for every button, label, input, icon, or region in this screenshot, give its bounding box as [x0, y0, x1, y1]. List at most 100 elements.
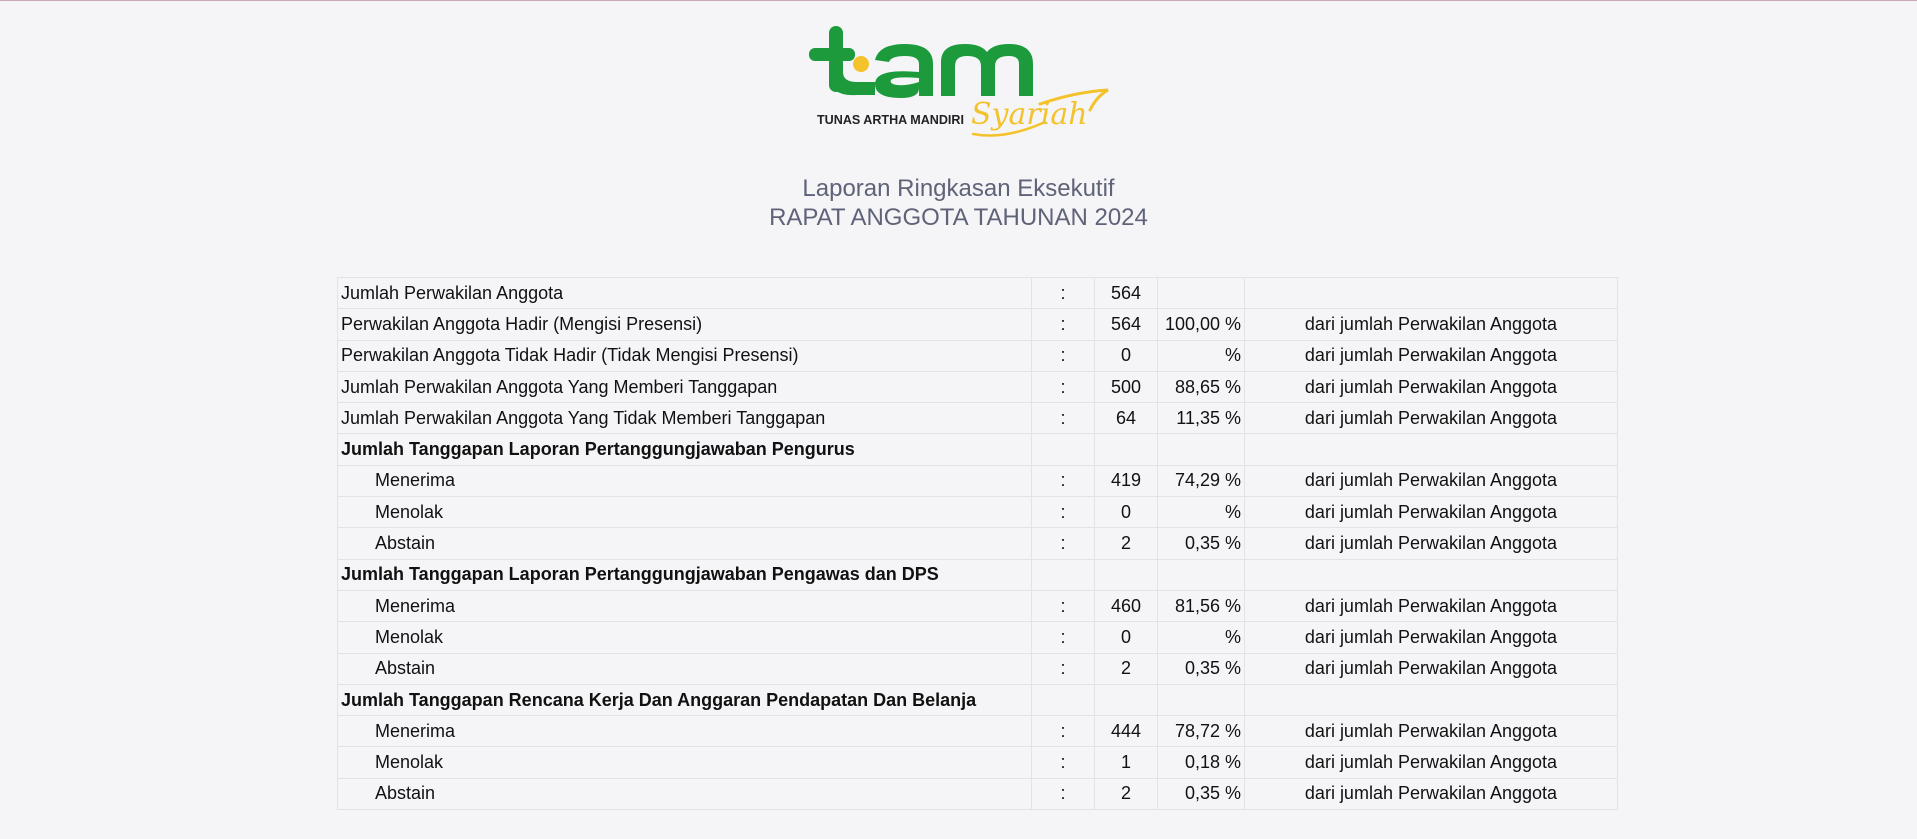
row-label: Jumlah Perwakilan Anggota Yang Tidak Mem…	[337, 402, 1032, 435]
row-note	[1244, 558, 1618, 591]
section-header-row: Jumlah Tanggapan Rencana Kerja Dan Angga…	[337, 683, 1618, 717]
table-row: Menolak:0% dari jumlah Perwakilan Anggota	[337, 496, 1618, 529]
top-border	[0, 0, 1917, 1]
row-colon: :	[1031, 715, 1095, 748]
row-value: 2	[1094, 777, 1158, 811]
table-row: Menerima:460 81,56 % dari jumlah Perwakila…	[337, 589, 1618, 623]
row-percentage: 0,18 %	[1157, 746, 1245, 779]
table-row: Abstain:2 0,35 % dari jumlah Perwakilan An…	[337, 652, 1618, 685]
table-row: Menerima:444 78,72 % dari jumlah Perwakila…	[337, 715, 1618, 748]
row-value: 0	[1094, 621, 1158, 654]
row-value	[1094, 433, 1158, 466]
row-label: Jumlah Perwakilan Anggota Yang Memberi T…	[337, 370, 1032, 404]
table-row: Menolak:1 0,18 % dari jumlah Perwakilan An…	[337, 746, 1618, 779]
table-row: Abstain:2 0,35 % dari jumlah Perwakilan An…	[337, 527, 1618, 560]
logo-script: Syariah	[971, 97, 1088, 132]
row-value: 1	[1094, 746, 1158, 779]
row-note: dari jumlah Perwakilan Anggota	[1244, 621, 1618, 654]
table-row: Perwakilan Anggota Hadir (Mengisi Presen…	[337, 308, 1618, 341]
row-value: 0	[1094, 339, 1158, 372]
section-header-row: Jumlah Tanggapan Laporan Pertanggungjawa…	[337, 433, 1618, 466]
row-colon: :	[1031, 370, 1095, 404]
row-label: Abstain	[337, 527, 1032, 560]
row-value: 444	[1094, 715, 1158, 748]
row-note	[1244, 433, 1618, 466]
row-label: Perwakilan Anggota Tidak Hadir (Tidak Me…	[337, 339, 1032, 372]
row-value: 2	[1094, 527, 1158, 560]
row-note: dari jumlah Perwakilan Anggota	[1244, 589, 1618, 623]
row-colon	[1031, 433, 1095, 466]
row-colon: :	[1031, 276, 1095, 310]
row-percentage: %	[1157, 496, 1245, 529]
row-percentage: 0,35 %	[1157, 527, 1245, 560]
row-percentage: %	[1157, 621, 1245, 654]
row-percentage: 100,00 %	[1157, 308, 1245, 341]
table-row: Jumlah Perwakilan Anggota Yang Tidak Mem…	[337, 402, 1618, 435]
row-label: Menerima	[337, 464, 1032, 498]
row-value	[1094, 558, 1158, 591]
row-value: 0	[1094, 496, 1158, 529]
table-row: Menolak:0% dari jumlah Perwakilan Anggota	[337, 621, 1618, 654]
row-percentage: 81,56 %	[1157, 589, 1245, 623]
row-colon	[1031, 558, 1095, 591]
row-note: dari jumlah Perwakilan Anggota	[1244, 464, 1618, 498]
row-colon: :	[1031, 464, 1095, 498]
row-colon: :	[1031, 746, 1095, 779]
row-note: dari jumlah Perwakilan Anggota	[1244, 715, 1618, 748]
row-label: Jumlah Tanggapan Laporan Pertanggungjawa…	[337, 433, 1032, 466]
row-percentage: 74,29 %	[1157, 464, 1245, 498]
row-colon: :	[1031, 308, 1095, 341]
row-note: dari jumlah Perwakilan Anggota	[1244, 496, 1618, 529]
row-percentage	[1157, 683, 1245, 717]
row-label: Menolak	[337, 746, 1032, 779]
row-label: Jumlah Tanggapan Rencana Kerja Dan Angga…	[337, 683, 1032, 717]
row-note	[1244, 276, 1618, 310]
row-percentage	[1157, 558, 1245, 591]
table-row: Perwakilan Anggota Tidak Hadir (Tidak Me…	[337, 339, 1618, 372]
row-percentage: 88,65 %	[1157, 370, 1245, 404]
row-colon	[1031, 683, 1095, 717]
report-subtitle: RAPAT ANGGOTA TAHUNAN 2024	[769, 204, 1148, 231]
row-note	[1244, 683, 1618, 717]
row-percentage: 0,35 %	[1157, 652, 1245, 685]
row-value: 64	[1094, 402, 1158, 435]
row-value: 500	[1094, 370, 1158, 404]
section-header-row: Jumlah Tanggapan Laporan Pertanggungjawa…	[337, 558, 1618, 591]
row-percentage	[1157, 276, 1245, 310]
row-label: Abstain	[337, 652, 1032, 685]
row-note: dari jumlah Perwakilan Anggota	[1244, 777, 1618, 811]
table-row: Jumlah Perwakilan Anggota:564	[337, 276, 1618, 310]
row-note: dari jumlah Perwakilan Anggota	[1244, 746, 1618, 779]
row-percentage	[1157, 433, 1245, 466]
row-note: dari jumlah Perwakilan Anggota	[1244, 402, 1618, 435]
row-label: Abstain	[337, 777, 1032, 811]
row-percentage: %	[1157, 339, 1245, 372]
row-label: Jumlah Perwakilan Anggota	[337, 276, 1032, 310]
tam-syariah-logo: TUNAS ARTHA MANDIRI Syariah	[809, 26, 1109, 137]
row-note: dari jumlah Perwakilan Anggota	[1244, 370, 1618, 404]
table-row: Menerima:419 74,29 % dari jumlah Perwakila…	[337, 464, 1618, 498]
row-note: dari jumlah Perwakilan Anggota	[1244, 527, 1618, 560]
row-colon: :	[1031, 402, 1095, 435]
row-label: Menolak	[337, 496, 1032, 529]
row-colon: :	[1031, 527, 1095, 560]
row-label: Perwakilan Anggota Hadir (Mengisi Presen…	[337, 308, 1032, 341]
row-colon: :	[1031, 621, 1095, 654]
row-value: 2	[1094, 652, 1158, 685]
logo-tagline: TUNAS ARTHA MANDIRI	[817, 113, 964, 127]
row-note: dari jumlah Perwakilan Anggota	[1244, 652, 1618, 685]
row-percentage: 78,72 %	[1157, 715, 1245, 748]
row-value: 564	[1094, 276, 1158, 310]
row-value: 460	[1094, 589, 1158, 623]
row-colon: :	[1031, 496, 1095, 529]
table-row: Jumlah Perwakilan Anggota Yang Memberi T…	[337, 370, 1618, 404]
row-colon: :	[1031, 339, 1095, 372]
report-title-block: Laporan Ringkasan Eksekutif RAPAT ANGGOT…	[0, 174, 1917, 232]
row-value: 564	[1094, 308, 1158, 341]
row-note: dari jumlah Perwakilan Anggota	[1244, 339, 1618, 372]
row-colon: :	[1031, 777, 1095, 811]
row-label: Menerima	[337, 715, 1032, 748]
row-label: Jumlah Tanggapan Laporan Pertanggungjawa…	[337, 558, 1032, 591]
row-percentage: 0,35 %	[1157, 777, 1245, 811]
row-colon: :	[1031, 652, 1095, 685]
